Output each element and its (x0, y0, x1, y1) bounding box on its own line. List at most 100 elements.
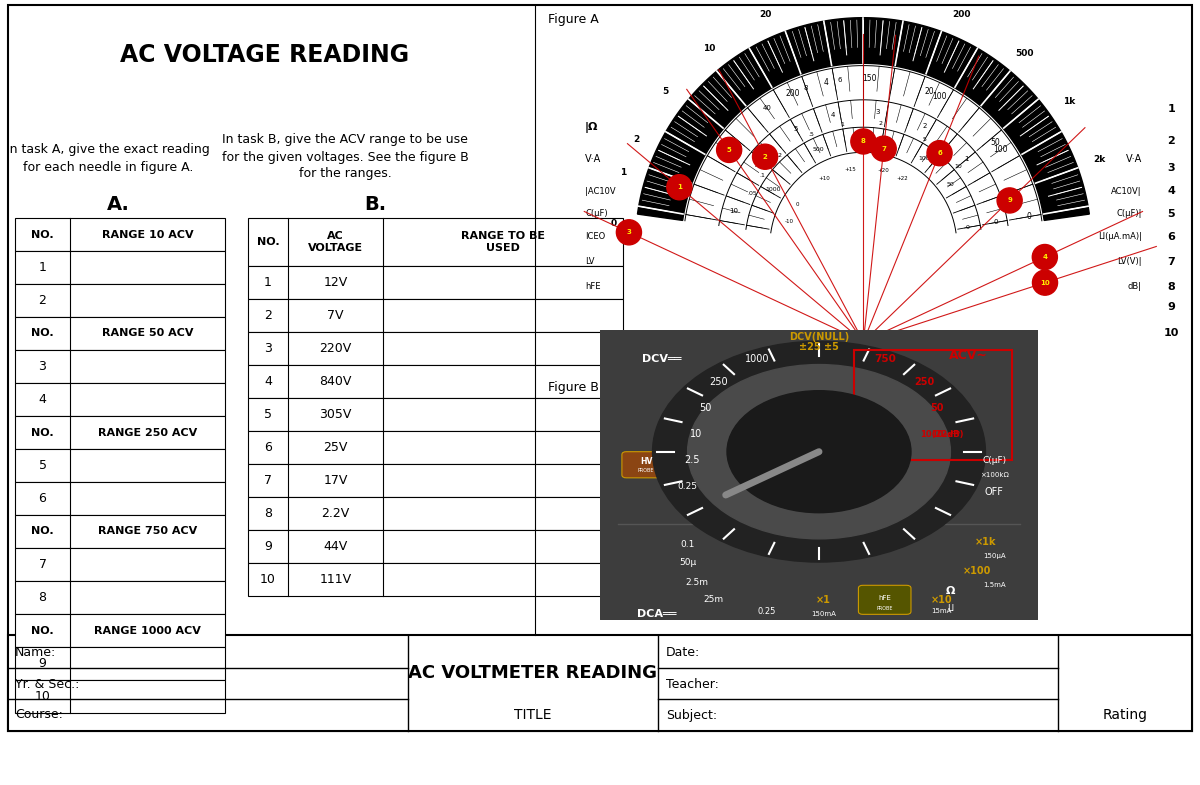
Text: 5: 5 (794, 126, 798, 132)
Text: 1: 1 (620, 168, 626, 177)
Text: 250: 250 (722, 141, 737, 149)
Text: 4: 4 (823, 78, 828, 87)
Text: 10: 10 (1040, 279, 1050, 286)
Text: 8: 8 (1168, 282, 1175, 292)
Text: NO.: NO. (31, 328, 54, 338)
Text: 50: 50 (930, 403, 944, 413)
Text: 0: 0 (796, 203, 799, 207)
Bar (854, 350, 1012, 460)
Text: HV: HV (640, 458, 652, 466)
Circle shape (1032, 244, 1057, 269)
Text: 200: 200 (953, 10, 971, 20)
Bar (14, 647, 226, 680)
Text: ICEO: ICEO (586, 232, 605, 241)
Text: Yr. & Sec.:: Yr. & Sec.: (14, 677, 79, 691)
Text: RANGE 750 ACV: RANGE 750 ACV (98, 527, 197, 536)
Text: TITLE: TITLE (515, 708, 552, 722)
Text: +22: +22 (896, 176, 908, 181)
Text: 111V: 111V (319, 573, 352, 586)
Text: LI: LI (947, 604, 954, 613)
Bar (14, 680, 226, 713)
FancyBboxPatch shape (622, 451, 670, 478)
Bar (8, 635, 1192, 731)
Text: ±25 ±5: ±25 ±5 (799, 342, 839, 352)
Circle shape (667, 175, 692, 199)
Text: ACV∼: ACV∼ (948, 349, 988, 363)
Text: AC10V|: AC10V| (1111, 187, 1141, 195)
Text: 7: 7 (881, 146, 886, 152)
Text: 20: 20 (760, 10, 772, 20)
Text: 10: 10 (703, 44, 715, 53)
Text: hFE: hFE (878, 595, 892, 601)
Bar (14, 548, 226, 581)
Text: |Ω: |Ω (586, 122, 599, 133)
Text: 0.25: 0.25 (757, 607, 775, 616)
Text: Figure A: Figure A (548, 13, 599, 27)
Text: 0: 0 (611, 220, 617, 228)
Text: 2: 2 (632, 135, 640, 144)
Text: 3: 3 (875, 109, 880, 115)
Text: NO.: NO. (31, 527, 54, 536)
Text: 750: 750 (874, 354, 895, 363)
Bar (248, 497, 623, 530)
Circle shape (653, 341, 985, 562)
Text: 2: 2 (1168, 136, 1175, 146)
Text: 840V: 840V (319, 375, 352, 388)
Text: 9: 9 (1007, 198, 1012, 203)
Bar (248, 365, 623, 398)
Text: 9: 9 (1168, 302, 1175, 312)
Text: 1: 1 (264, 276, 272, 289)
Text: 1: 1 (965, 156, 968, 162)
Text: 8: 8 (38, 591, 47, 604)
Text: 5: 5 (923, 137, 926, 141)
Text: for each needle in figure A.: for each needle in figure A. (23, 160, 193, 173)
Text: 3: 3 (1168, 163, 1175, 173)
Text: 2k: 2k (1093, 155, 1105, 165)
Bar (248, 563, 623, 596)
Text: 2: 2 (264, 309, 272, 322)
Text: ×100: ×100 (962, 566, 991, 575)
Text: 150mA: 150mA (811, 612, 836, 617)
Text: 10(22dB): 10(22dB) (920, 429, 964, 439)
Text: 0: 0 (994, 220, 998, 225)
Text: for the given voltages. See the figure B: for the given voltages. See the figure B (222, 151, 468, 163)
Text: 1k: 1k (1063, 97, 1075, 107)
Text: 4: 4 (264, 375, 272, 388)
Bar (14, 218, 226, 251)
Text: ×100kΩ: ×100kΩ (979, 472, 1009, 478)
Polygon shape (637, 18, 1090, 221)
Text: 50: 50 (698, 403, 712, 413)
Text: 2: 2 (38, 294, 47, 307)
Text: 150µA: 150µA (983, 553, 1006, 559)
Text: NO.: NO. (31, 428, 54, 437)
Text: 2.2V: 2.2V (322, 507, 349, 520)
Text: 200: 200 (876, 139, 888, 144)
Bar (248, 266, 623, 299)
Text: 1000: 1000 (766, 187, 781, 192)
Text: 9: 9 (38, 657, 47, 670)
Text: 10: 10 (35, 690, 50, 703)
Text: RANGE 10 ACV: RANGE 10 ACV (102, 229, 193, 239)
Bar (14, 383, 226, 416)
Text: 17V: 17V (323, 474, 348, 487)
Text: C(µF): C(µF) (982, 456, 1007, 465)
Text: 250: 250 (914, 377, 935, 387)
Text: C(µF): C(µF) (586, 210, 607, 218)
Text: .2: .2 (776, 153, 782, 159)
Bar (14, 284, 226, 317)
FancyBboxPatch shape (858, 586, 911, 615)
Text: 1: 1 (38, 261, 47, 274)
Bar (14, 416, 226, 449)
Text: 50µ: 50µ (679, 557, 696, 567)
Text: NO.: NO. (31, 626, 54, 636)
Text: 2.5: 2.5 (684, 455, 700, 466)
Text: NO.: NO. (31, 229, 54, 239)
Text: +20: +20 (877, 169, 889, 173)
Text: 15mA: 15mA (931, 608, 952, 615)
Text: 5: 5 (662, 87, 668, 96)
Bar (248, 431, 623, 464)
Text: dB|: dB| (1128, 283, 1141, 291)
Text: 500: 500 (812, 147, 824, 152)
Text: 6: 6 (1168, 232, 1175, 242)
Bar (14, 251, 226, 284)
